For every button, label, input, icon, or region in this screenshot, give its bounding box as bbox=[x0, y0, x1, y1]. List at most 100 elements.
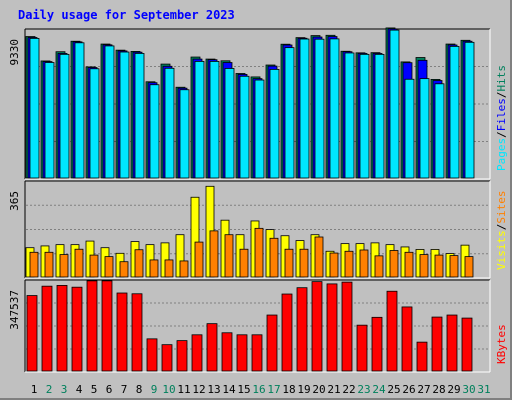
bar-kbytes-day-30 bbox=[461, 317, 473, 372]
bar-kbytes-day-26 bbox=[401, 306, 413, 372]
bar-sites-day-9 bbox=[149, 259, 159, 278]
bar-sites-day-29 bbox=[449, 255, 459, 278]
bar-sites-day-23 bbox=[359, 249, 369, 278]
bar-kbytes-day-27 bbox=[416, 341, 428, 372]
bar-pages-day-14 bbox=[224, 68, 235, 179]
x-label-day-20: 20 bbox=[312, 383, 325, 396]
y-max-label: 365 bbox=[8, 191, 21, 211]
bar-kbytes-day-25 bbox=[386, 290, 398, 372]
bar-pages-day-21 bbox=[329, 38, 340, 179]
x-label-day-2: 2 bbox=[46, 383, 53, 396]
bar-pages-day-11 bbox=[179, 89, 190, 179]
y-max-label: 347537 bbox=[8, 290, 21, 330]
bar-kbytes-day-29 bbox=[446, 314, 458, 372]
bar-pages-day-23 bbox=[359, 53, 370, 179]
x-label-day-19: 19 bbox=[297, 383, 310, 396]
bars-pages-files-hits bbox=[25, 27, 475, 179]
bar-pages-day-7 bbox=[119, 51, 130, 179]
bar-pages-day-24 bbox=[374, 53, 385, 179]
bar-sites-day-28 bbox=[434, 254, 444, 278]
chart-title: Daily usage for September 2023 bbox=[18, 8, 235, 22]
x-label-day-24: 24 bbox=[372, 383, 386, 396]
x-label-day-16: 16 bbox=[252, 383, 265, 396]
bar-sites-day-19 bbox=[299, 248, 309, 278]
x-label-day-10: 10 bbox=[162, 383, 175, 396]
bar-pages-day-2 bbox=[44, 62, 55, 179]
bar-kbytes-day-11 bbox=[176, 340, 188, 372]
x-label-day-17: 17 bbox=[267, 383, 280, 396]
bar-pages-day-4 bbox=[74, 42, 85, 179]
bar-sites-day-26 bbox=[404, 251, 414, 278]
bar-sites-day-30 bbox=[464, 256, 474, 278]
x-label-day-5: 5 bbox=[91, 383, 98, 396]
bar-sites-day-11 bbox=[179, 260, 189, 278]
bar-pages-day-22 bbox=[344, 52, 355, 179]
x-label-day-29: 29 bbox=[447, 383, 460, 396]
bar-kbytes-day-15 bbox=[236, 334, 248, 372]
bar-pages-day-29 bbox=[449, 45, 460, 179]
bar-pages-day-1 bbox=[29, 38, 40, 179]
x-label-day-26: 26 bbox=[402, 383, 415, 396]
bar-pages-day-16 bbox=[254, 79, 265, 179]
bar-sites-day-12 bbox=[194, 241, 204, 278]
x-label-day-25: 25 bbox=[387, 383, 400, 396]
x-label-day-1: 1 bbox=[31, 383, 38, 396]
x-label-day-12: 12 bbox=[192, 383, 205, 396]
x-label-day-8: 8 bbox=[136, 383, 143, 396]
bar-pages-day-26 bbox=[404, 78, 415, 179]
bar-sites-day-16 bbox=[254, 227, 264, 278]
bar-sites-day-21 bbox=[329, 252, 339, 278]
chart-panels: 9330Pages/Files/Hits365Visits/Sites34753… bbox=[8, 27, 508, 373]
bar-pages-day-20 bbox=[314, 38, 325, 179]
x-label-day-30: 30 bbox=[462, 383, 475, 396]
legend-pages: Pages bbox=[495, 138, 508, 171]
legend-separator: / bbox=[495, 92, 508, 99]
legend-hits: Hits bbox=[495, 65, 508, 92]
bar-pages-day-6 bbox=[104, 45, 115, 179]
x-axis-labels: 1 2 3 4 5 6 7 8 9 10 11 12 13 14 15 16 17 18 19 20 21 22 23 24 2… bbox=[31, 383, 491, 396]
legend-visits-sites: Visits/Sites bbox=[495, 191, 508, 271]
x-label-day-13: 13 bbox=[207, 383, 220, 396]
bar-kbytes-day-13 bbox=[206, 323, 218, 372]
bar-sites-day-3 bbox=[59, 254, 69, 278]
bar-kbytes-day-9 bbox=[146, 338, 158, 372]
bar-sites-day-17 bbox=[269, 237, 279, 278]
x-label-day-21: 21 bbox=[327, 383, 340, 396]
bar-kbytes-day-16 bbox=[251, 334, 263, 372]
bar-pages-day-25 bbox=[389, 29, 400, 179]
x-label-day-27: 27 bbox=[417, 383, 430, 396]
bar-pages-day-10 bbox=[164, 67, 175, 179]
bar-sites-day-25 bbox=[389, 250, 399, 278]
x-label-day-3: 3 bbox=[61, 383, 68, 396]
bar-pages-day-18 bbox=[284, 47, 295, 179]
x-label-day-31: 31 bbox=[477, 383, 490, 396]
bar-kbytes-day-23 bbox=[356, 324, 368, 372]
bar-sites-day-14 bbox=[224, 234, 234, 278]
bar-kbytes-day-28 bbox=[431, 316, 443, 372]
bar-sites-day-8 bbox=[134, 249, 144, 278]
bar-sites-day-7 bbox=[119, 261, 129, 278]
bar-pages-day-8 bbox=[134, 53, 145, 179]
bar-sites-day-10 bbox=[164, 259, 174, 278]
bar-pages-day-15 bbox=[239, 75, 250, 179]
bar-sites-day-5 bbox=[89, 254, 99, 278]
bar-pages-day-27 bbox=[419, 78, 430, 179]
x-label-day-4: 4 bbox=[76, 383, 83, 396]
bar-sites-day-4 bbox=[74, 248, 84, 278]
bar-sites-day-24 bbox=[374, 255, 384, 278]
bar-sites-day-2 bbox=[44, 251, 54, 278]
x-label-day-28: 28 bbox=[432, 383, 445, 396]
bar-kbytes-day-8 bbox=[131, 293, 143, 372]
bar-pages-day-13 bbox=[209, 61, 220, 179]
bar-sites-day-22 bbox=[344, 250, 354, 278]
x-label-day-9: 9 bbox=[151, 383, 158, 396]
bar-kbytes-day-14 bbox=[221, 332, 233, 372]
x-label-day-18: 18 bbox=[282, 383, 295, 396]
bar-kbytes-day-20 bbox=[311, 281, 323, 372]
bar-kbytes-day-7 bbox=[116, 292, 128, 372]
legend-separator: / bbox=[495, 224, 508, 231]
x-label-day-15: 15 bbox=[237, 383, 250, 396]
x-label-day-6: 6 bbox=[106, 383, 113, 396]
bar-kbytes-day-22 bbox=[341, 281, 353, 372]
